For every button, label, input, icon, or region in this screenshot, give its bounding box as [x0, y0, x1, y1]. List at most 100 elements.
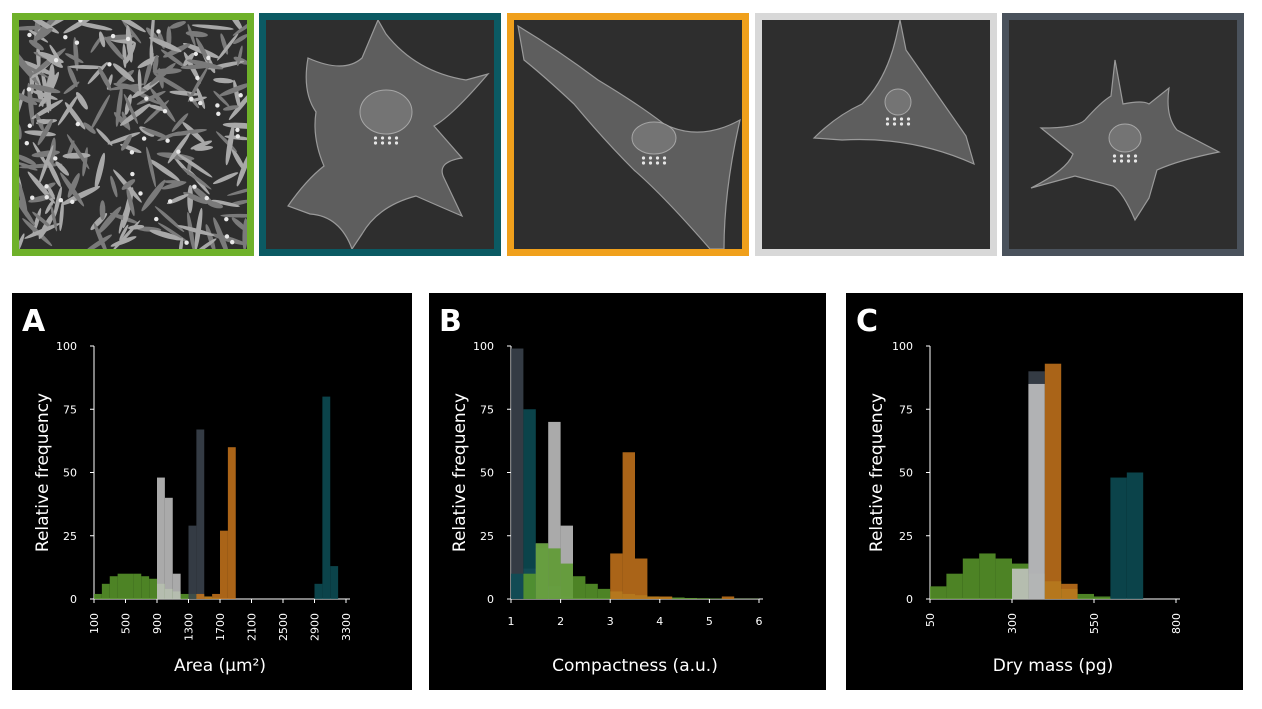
y-tick-label: 100 [892, 340, 913, 353]
cell-shape [233, 56, 247, 65]
bar-slate [196, 429, 205, 599]
cell-shape [107, 132, 141, 145]
round-cell [30, 195, 35, 200]
bar-orange [622, 452, 635, 599]
bar-green [697, 598, 710, 599]
cell-shape [232, 20, 247, 36]
x-tick-label: 550 [1088, 613, 1101, 634]
cell-shape [19, 162, 38, 171]
bar-green [535, 543, 549, 599]
y-axis-label: Relative frequency [867, 393, 887, 552]
x-tick-label: 900 [151, 613, 164, 634]
round-cell [176, 149, 181, 154]
x-tick-label: 4 [656, 615, 663, 628]
vesicle [899, 117, 904, 121]
cell-image-light [755, 13, 997, 256]
round-cell [235, 134, 241, 139]
cell-shape [67, 173, 80, 198]
cell-shape [225, 123, 235, 166]
bar-green [930, 586, 947, 599]
cell-shape [28, 84, 61, 94]
bar-orange [204, 596, 213, 599]
vesicle [1133, 159, 1138, 163]
cell-shape [83, 122, 96, 134]
compactness-histogram: B 0 25 50 75 100 1 2 3 4 5 6 Compactness (a.u.) Relat… [439, 304, 763, 676]
cell-shape [137, 69, 142, 93]
cell-shape [215, 131, 238, 153]
bar-green [133, 573, 142, 599]
x-axis-label: Dry mass (pg) [993, 656, 1114, 676]
cell-shape [169, 21, 186, 29]
cell-shape [90, 94, 111, 131]
bar-green [523, 573, 536, 599]
round-cell [130, 171, 135, 177]
vesicle [641, 156, 646, 160]
y-axis-label: Relative frequency [450, 393, 470, 552]
cell-shape [125, 42, 136, 65]
bar-orange [220, 530, 228, 599]
cell-shape [146, 146, 156, 188]
vesicle [1126, 159, 1131, 163]
cell-shape [191, 24, 234, 30]
round-cell [27, 123, 32, 128]
bar-green [946, 573, 963, 599]
cell-shape [213, 90, 230, 107]
cell-nucleus [1108, 123, 1142, 153]
cell-shape [166, 129, 207, 137]
cell-micrograph-orange [517, 24, 741, 249]
panel-letter: B [439, 304, 462, 339]
cell-shape [57, 94, 79, 126]
cell-shape [31, 150, 60, 158]
bar-green [548, 548, 561, 599]
bar-green [573, 576, 586, 599]
cell-shape [149, 42, 154, 66]
bar-light [1028, 383, 1045, 599]
cell-shape [157, 222, 189, 244]
bar-teal [330, 566, 339, 599]
cell-image-orange [507, 13, 749, 256]
bar-orange [610, 553, 623, 599]
round-cell [58, 197, 64, 203]
cell-shape [152, 55, 159, 74]
round-cell [53, 57, 59, 63]
bar-green [585, 583, 598, 599]
cell-shape [67, 65, 78, 88]
bar-green [109, 576, 118, 599]
y-tick-label: 0 [70, 593, 77, 606]
cell-shape [46, 184, 56, 200]
bar-green [709, 598, 722, 599]
vesicle [641, 161, 646, 165]
cell-shape [48, 63, 55, 88]
cell-shape [66, 134, 90, 170]
vesicle [899, 122, 904, 126]
x-tick-label: 1 [508, 615, 515, 628]
cell-shape [189, 96, 207, 102]
round-cell [189, 96, 194, 102]
bar-orange [1044, 363, 1062, 599]
bar-teal [314, 583, 323, 599]
cell-shape [50, 205, 58, 232]
vesicle [1126, 154, 1131, 158]
vesicle [380, 141, 385, 145]
cell-shape [19, 194, 36, 226]
x-tick-label: 3300 [340, 613, 353, 641]
round-cell [204, 195, 209, 201]
round-cell [215, 103, 220, 108]
vesicle [1119, 154, 1124, 158]
cell-shape [53, 186, 62, 219]
cell-image-slate [1002, 13, 1244, 256]
cell-shape [128, 224, 145, 230]
round-cell [27, 32, 32, 38]
panel-letter: C [856, 304, 878, 339]
round-cell [216, 111, 221, 117]
vesicle [373, 141, 378, 145]
cell-shape [19, 44, 37, 80]
vesicle [1133, 154, 1138, 158]
cell-shape [142, 127, 169, 139]
bar-green [149, 578, 157, 599]
cell-shape [75, 91, 88, 110]
cell-shape [98, 31, 106, 48]
bar-green [995, 558, 1012, 599]
round-cell [198, 100, 203, 106]
bar-light [164, 497, 173, 599]
